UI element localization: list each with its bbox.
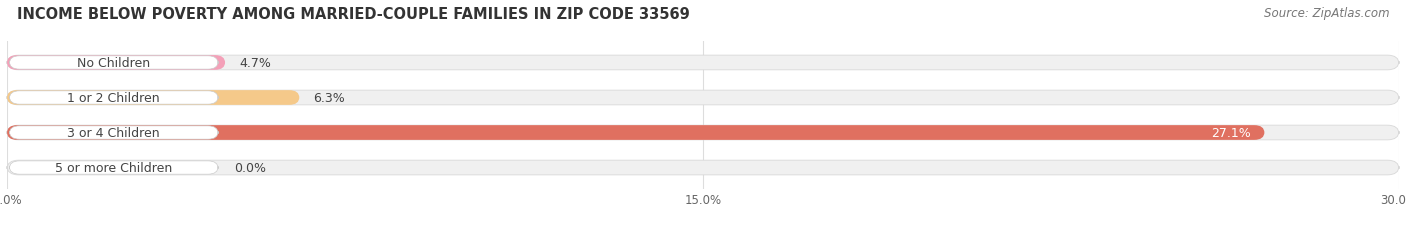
FancyBboxPatch shape xyxy=(10,91,218,105)
FancyBboxPatch shape xyxy=(7,126,1264,140)
Text: 5 or more Children: 5 or more Children xyxy=(55,161,173,174)
Text: 27.1%: 27.1% xyxy=(1211,126,1250,139)
Text: 1 or 2 Children: 1 or 2 Children xyxy=(67,92,160,105)
Text: 3 or 4 Children: 3 or 4 Children xyxy=(67,126,160,139)
Text: 4.7%: 4.7% xyxy=(239,57,271,70)
Text: 6.3%: 6.3% xyxy=(314,92,344,105)
FancyBboxPatch shape xyxy=(10,57,218,70)
FancyBboxPatch shape xyxy=(7,161,1399,175)
FancyBboxPatch shape xyxy=(7,91,1399,105)
FancyBboxPatch shape xyxy=(7,91,299,105)
Text: INCOME BELOW POVERTY AMONG MARRIED-COUPLE FAMILIES IN ZIP CODE 33569: INCOME BELOW POVERTY AMONG MARRIED-COUPL… xyxy=(17,7,689,22)
FancyBboxPatch shape xyxy=(7,56,225,70)
FancyBboxPatch shape xyxy=(10,126,218,140)
FancyBboxPatch shape xyxy=(7,126,1399,140)
Text: No Children: No Children xyxy=(77,57,150,70)
FancyBboxPatch shape xyxy=(7,56,1399,70)
Text: 0.0%: 0.0% xyxy=(235,161,266,174)
FancyBboxPatch shape xyxy=(10,161,218,174)
Text: Source: ZipAtlas.com: Source: ZipAtlas.com xyxy=(1264,7,1389,20)
